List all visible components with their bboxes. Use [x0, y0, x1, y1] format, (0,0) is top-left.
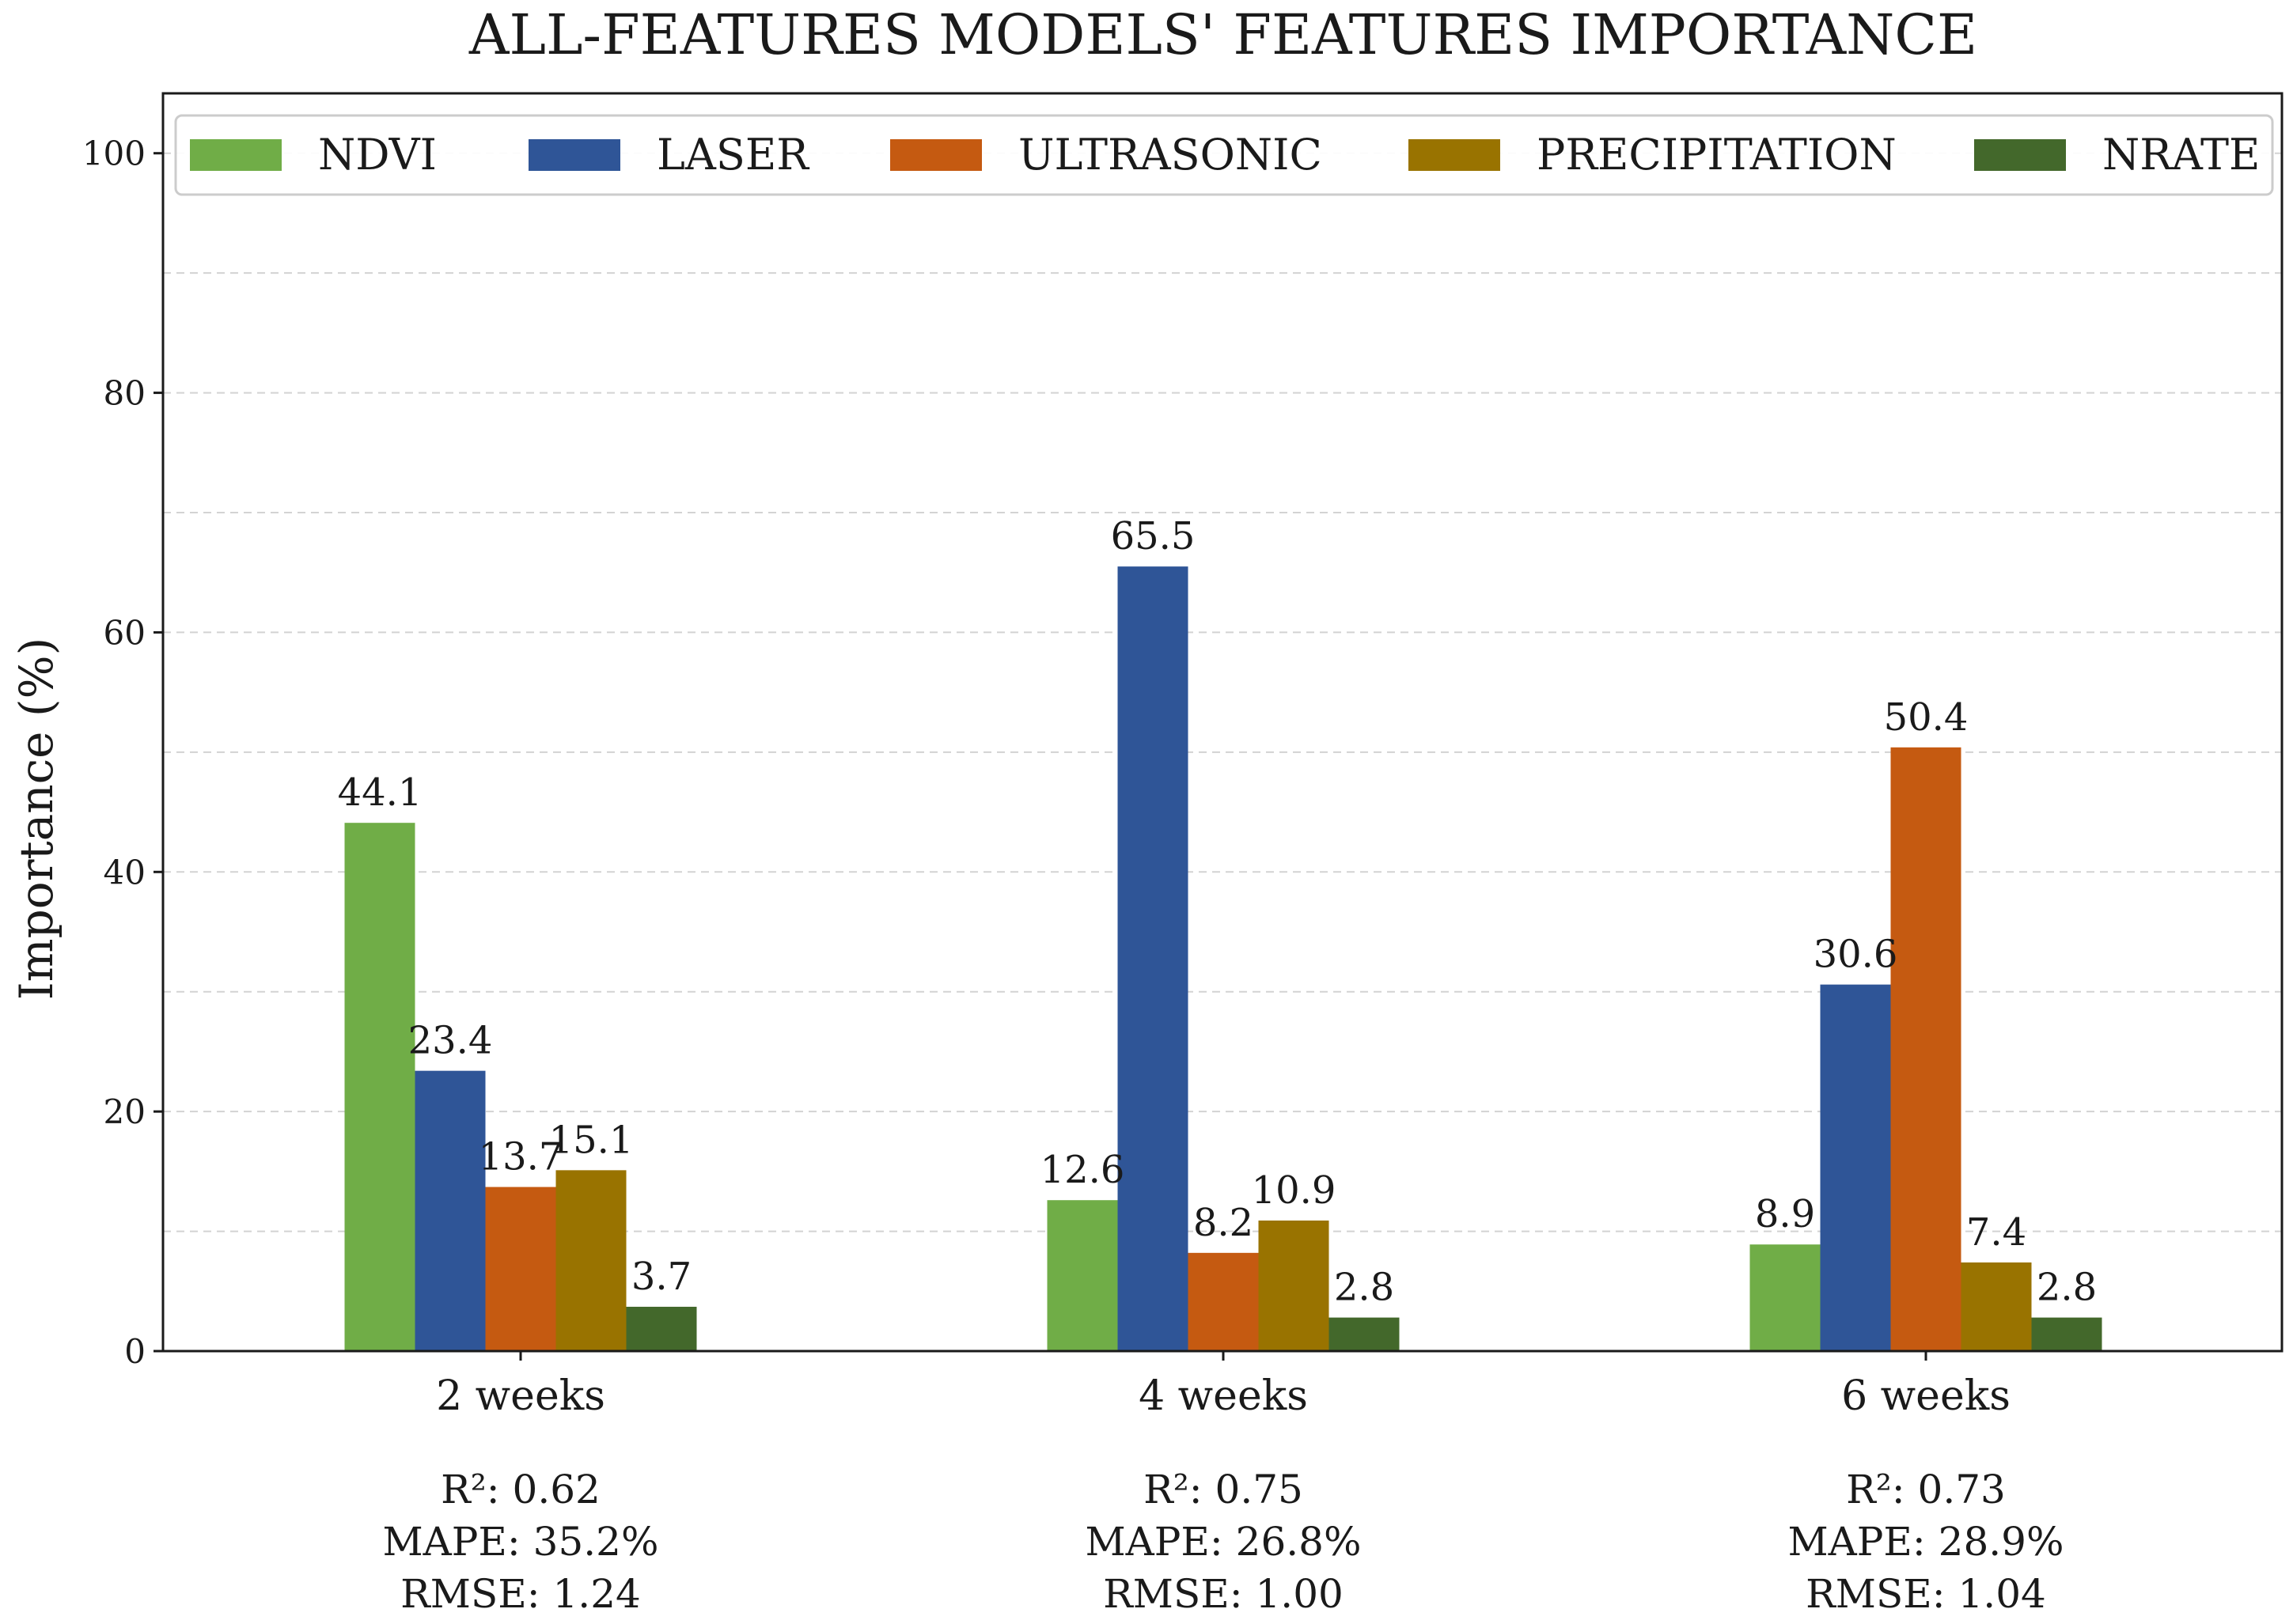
bar-laser: [415, 1070, 486, 1351]
bar-nrate: [626, 1306, 697, 1351]
bar-ultrasonic: [1890, 747, 1961, 1351]
bar-precipitation: [1258, 1220, 1329, 1351]
bars: [344, 566, 2102, 1351]
x-axis-categories: 2 weeks R²: 0.62 MAPE: 35.2% RMSE: 1.24 4 we…: [382, 1351, 2064, 1617]
gridlines: [163, 152, 2282, 1232]
y-tick-label: 60: [104, 613, 146, 652]
value-label: 2.8: [2037, 1266, 2097, 1310]
bar-ultrasonic: [485, 1187, 556, 1351]
model-metric: R²: 0.62: [441, 1467, 601, 1512]
value-label: 7.4: [1966, 1210, 2026, 1255]
bar-ultrasonic: [1188, 1252, 1259, 1351]
legend-swatch: [529, 139, 620, 171]
x-tick-label: 2 weeks: [436, 1372, 605, 1420]
y-tick-label: 40: [104, 853, 146, 891]
x-tick-label: 6 weeks: [1841, 1372, 2011, 1420]
value-label: 2.8: [1334, 1266, 1394, 1310]
value-label: 3.7: [631, 1255, 692, 1299]
legend-label: ULTRASONIC: [1018, 130, 1322, 180]
model-metric: RMSE: 1.04: [1806, 1571, 2046, 1617]
model-metric: MAPE: 28.9%: [1787, 1519, 2064, 1565]
legend-label: PRECIPITATION: [1537, 130, 1897, 180]
legend-label: NDVI: [318, 130, 437, 180]
model-metric: MAPE: 35.2%: [382, 1519, 658, 1565]
legend-label: NRATE: [2102, 130, 2260, 180]
y-tick-label: 20: [104, 1092, 146, 1131]
value-label: 8.2: [1193, 1201, 1253, 1245]
bar-laser: [1820, 984, 1891, 1351]
model-metric: R²: 0.73: [1846, 1467, 2006, 1512]
value-label: 23.4: [408, 1019, 493, 1063]
value-label: 13.7: [479, 1135, 563, 1179]
bar-nrate: [1328, 1317, 1400, 1351]
legend-box: [174, 114, 2274, 196]
legend-swatch: [1974, 139, 2066, 171]
bar-ndvi: [1047, 1200, 1118, 1351]
bar-nrate: [2031, 1317, 2102, 1351]
value-label: 10.9: [1252, 1168, 1336, 1213]
y-tick-label: 100: [82, 134, 146, 173]
y-axis-ticks: 0 20 40 60 80 100: [82, 134, 163, 1371]
value-label: 65.5: [1111, 514, 1196, 558]
bar-ndvi: [344, 823, 415, 1351]
value-labels: 44.1 23.4 13.715.1 3.7 12.6 65.5 8.210.9 2.8 8.9…: [338, 514, 2098, 1309]
model-metric: RMSE: 1.00: [1103, 1571, 1344, 1617]
bar-precipitation: [1961, 1262, 2032, 1351]
legend-swatch: [1408, 139, 1500, 171]
y-tick-label: 0: [124, 1332, 146, 1371]
legend-swatch: [190, 139, 282, 171]
legend: NDVI LASER ULTRASONIC PRECIPITATION NRATE: [174, 114, 2274, 196]
bar-ndvi: [1749, 1244, 1821, 1351]
model-metric: RMSE: 1.24: [400, 1571, 641, 1617]
legend-swatch: [890, 139, 982, 171]
legend-label: LASER: [657, 130, 809, 180]
y-tick-label: 80: [104, 374, 146, 413]
y-axis-label: Importance (%): [9, 638, 63, 1001]
value-label: 30.6: [1814, 933, 1898, 977]
x-tick-label: 4 weeks: [1139, 1372, 1308, 1420]
value-label: 8.9: [1755, 1192, 1815, 1236]
bar-laser: [1117, 566, 1188, 1351]
value-label: 50.4: [1884, 695, 1969, 740]
value-label: 15.1: [549, 1118, 634, 1162]
model-metric: MAPE: 26.8%: [1085, 1519, 1361, 1565]
value-label: 44.1: [338, 770, 423, 815]
value-label: 12.6: [1040, 1148, 1125, 1192]
bar-precipitation: [555, 1170, 627, 1351]
model-metric: R²: 0.75: [1143, 1467, 1303, 1512]
chart-title: ALL-FEATURES MODELS' FEATURES IMPORTANCE: [468, 2, 1977, 67]
